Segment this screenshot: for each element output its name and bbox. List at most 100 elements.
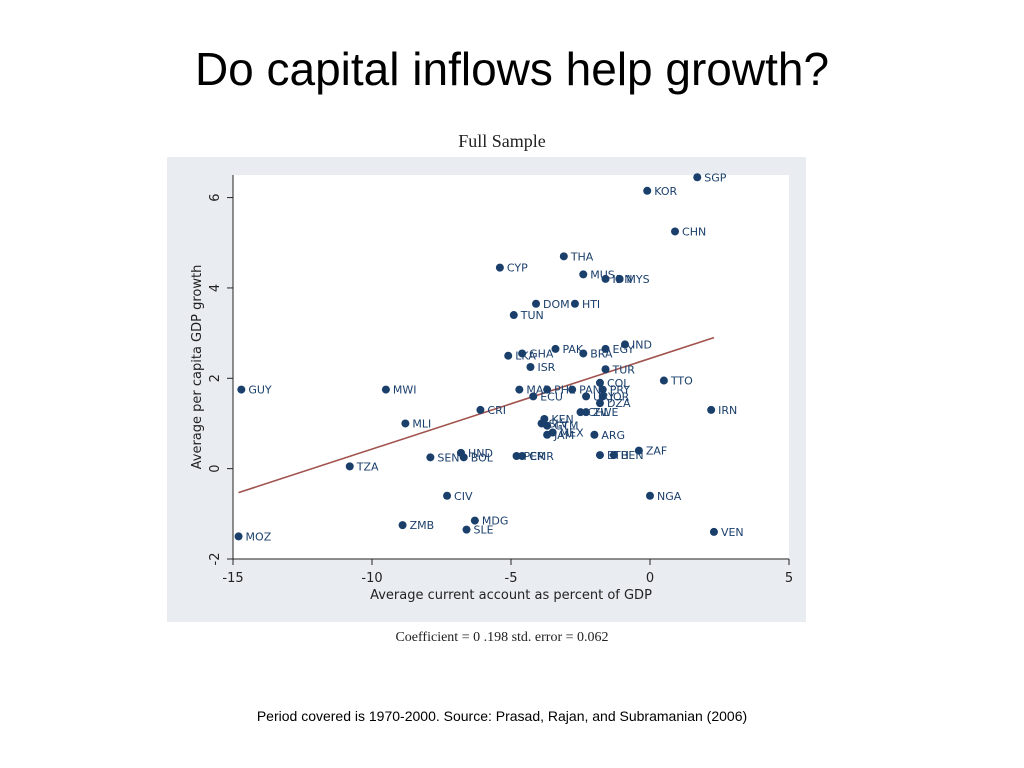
- point-label: BOL: [471, 451, 494, 464]
- data-point: [470, 516, 479, 525]
- point-label: ISR: [537, 361, 555, 374]
- y-tick-label: 4: [208, 284, 223, 292]
- point-label: PRY: [610, 384, 631, 397]
- data-point: [598, 392, 607, 401]
- point-label: DOM: [543, 298, 570, 311]
- point-label: MDG: [482, 515, 509, 528]
- data-point: [459, 453, 468, 462]
- point-label: LKA: [515, 350, 536, 363]
- data-point: [462, 525, 471, 534]
- data-point: [620, 340, 629, 349]
- source-caption: Period covered is 1970-2000. Source: Pra…: [256, 708, 748, 724]
- slide-title: Do capital inflows help growth?: [194, 43, 830, 95]
- point-label: KEN: [551, 413, 573, 426]
- fit-line: [238, 336, 715, 494]
- point-label: TZA: [356, 460, 379, 473]
- point-label: CHL: [588, 406, 611, 419]
- point-label: MWI: [393, 384, 417, 397]
- point-label: ARG: [601, 429, 625, 442]
- data-point: [509, 311, 518, 320]
- data-point: [601, 344, 610, 353]
- plot-area: [233, 175, 789, 559]
- y-tick-label: 0: [208, 465, 223, 473]
- point-label: JAM: [553, 429, 574, 442]
- data-point: [634, 446, 643, 455]
- point-label: MEX: [560, 427, 584, 440]
- data-point: [543, 430, 552, 439]
- data-point: [579, 349, 588, 358]
- point-label: MOZ: [246, 530, 272, 543]
- point-label: DZA: [607, 397, 631, 410]
- data-point: [518, 451, 527, 460]
- data-point: [579, 270, 588, 279]
- x-tick-label: -10: [361, 571, 382, 586]
- point-label: CYP: [507, 262, 528, 275]
- data-point: [381, 385, 390, 394]
- data-point: [443, 491, 452, 500]
- y-tick-label: 6: [208, 193, 223, 201]
- data-point: [590, 430, 599, 439]
- point-label: CMR: [529, 450, 554, 463]
- point-label: SGP: [704, 171, 727, 184]
- data-point: [551, 344, 560, 353]
- y-tick-label: 2: [208, 374, 223, 382]
- data-point: [237, 385, 246, 394]
- data-point: [570, 299, 579, 308]
- data-point: [426, 453, 435, 462]
- chart-frame: -15 -10 -5 0 5 -2 0 2 4 6 Average current account …: [167, 157, 806, 622]
- data-point: [646, 491, 654, 500]
- point-label: KOR: [654, 185, 677, 198]
- data-point: [568, 385, 577, 394]
- point-label: VEN: [721, 526, 744, 539]
- data-point: [504, 351, 513, 360]
- point-label: COL: [607, 377, 630, 390]
- point-label: BRA: [590, 347, 613, 360]
- point-label: EGY: [613, 343, 635, 356]
- data-point: [559, 252, 568, 261]
- point-label: TTO: [670, 375, 693, 388]
- point-label: ZWE: [593, 406, 618, 419]
- chart-note: Coefficient = 0 .198 std. error = 0.062: [395, 630, 609, 645]
- point-label: GTM: [554, 420, 578, 433]
- point-label: THA: [570, 250, 594, 263]
- data-point: [512, 451, 521, 460]
- point-label: GHA: [529, 347, 554, 360]
- data-point: [526, 363, 535, 371]
- data-point: [601, 274, 610, 283]
- point-label: ZAF: [646, 445, 667, 458]
- point-label: SLV: [549, 417, 569, 430]
- data-point: [576, 408, 585, 417]
- point-label: MYS: [626, 273, 649, 286]
- point-label: CRI: [487, 404, 506, 417]
- data-point: [707, 405, 716, 414]
- point-label: CHN: [682, 225, 706, 238]
- data-point: [582, 392, 591, 401]
- x-tick-label: -15: [222, 571, 243, 586]
- data-point: [234, 532, 243, 541]
- data-point: [601, 365, 610, 374]
- point-label: NGA: [657, 490, 682, 503]
- point-label: MLI: [412, 417, 431, 430]
- data-point: [476, 405, 485, 414]
- data-point: [609, 451, 618, 460]
- data-point: [659, 376, 668, 385]
- point-label: TUR: [612, 363, 636, 376]
- x-tick-label: 0: [646, 571, 654, 586]
- point-label: SEN: [437, 451, 459, 464]
- data-point: [543, 385, 552, 394]
- point-label: SLE: [474, 524, 494, 537]
- point-label: JOR: [609, 390, 630, 403]
- point-label: PER: [524, 450, 546, 463]
- data-point: [518, 349, 527, 358]
- point-label: PAK: [562, 343, 583, 356]
- data-point: [595, 451, 604, 460]
- data-point: [532, 299, 541, 308]
- data-point: [595, 399, 604, 408]
- data-point: [401, 419, 410, 428]
- data-point: [598, 385, 607, 394]
- data-point: [398, 521, 407, 530]
- x-axis-title: Average current account as percent of GD…: [370, 588, 652, 603]
- point-label: HTI: [582, 298, 600, 311]
- scatter-plot: -15 -10 -5 0 5 -2 0 2 4 6 Average current account …: [190, 171, 793, 603]
- data-point: [671, 227, 680, 236]
